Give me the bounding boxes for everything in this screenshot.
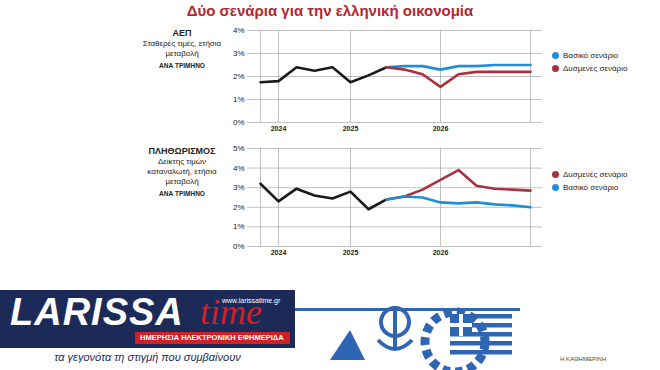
html-text:Δυσμενές σενάριο: Δυσμενές σενάριο [563, 170, 628, 179]
html-text:Η ΚΑΘΗΜΕΡΙΝΗ: Η ΚΑΘΗΜΕΡΙΝΗ [560, 356, 607, 362]
html-text:Σταθερές τιμές, ετήσια μεταβολ: Σταθερές τιμές, ετήσια μεταβολή [142, 39, 222, 58]
svg-text:2025: 2025 [343, 125, 359, 132]
svg-text:3%: 3% [233, 49, 245, 58]
html-text:www.larissatime.gr: www.larissatime.gr [222, 297, 281, 304]
html-text:Δύο σενάρια για την ελληνική ο: Δύο σενάρια για την ελληνική οικονομία [186, 2, 474, 19]
svg-text:2%: 2% [233, 72, 245, 81]
svg-text:1%: 1% [233, 95, 245, 104]
html-text:Βασικό σενάριο: Βασικό σενάριο [563, 183, 619, 192]
svg-text:5%: 5% [233, 144, 245, 153]
svg-text:2024: 2024 [271, 125, 287, 132]
html-text:ΑΕΠ: ΑΕΠ [172, 28, 192, 38]
svg-text:3%: 3% [233, 183, 245, 192]
svg-text:2025: 2025 [343, 249, 359, 256]
svg-text:0%: 0% [233, 242, 245, 251]
svg-text:2026: 2026 [433, 125, 449, 132]
html-text:ΠΛΗΘΩΡΙΣΜΟΣ: ΠΛΗΘΩΡΙΣΜΟΣ [148, 146, 216, 156]
html-text:ΑΝΑ ΤΡΙΜΗΝΟ: ΑΝΑ ΤΡΙΜΗΝΟ [159, 62, 205, 69]
html-text:Δυσμενές σενάριο: Δυσμενές σενάριο [563, 64, 628, 73]
svg-text:4%: 4% [233, 164, 245, 173]
svg-text:2%: 2% [233, 203, 245, 212]
svg-text:0%: 0% [233, 118, 245, 127]
html-text:Βασικό σενάριο: Βασικό σενάριο [563, 51, 619, 60]
svg-text:4%: 4% [233, 26, 245, 35]
html-text:τα γεγονότα τη στιγμή που συμβ: τα γεγονότα τη στιγμή που συμβαίνουν [54, 351, 241, 363]
svg-text:2026: 2026 [433, 249, 449, 256]
svg-text:1%: 1% [233, 222, 245, 231]
html-text:Δείκτης τιμών καταναλωτή, ετήσ: Δείκτης τιμών καταναλωτή, ετήσια μεταβολ… [147, 157, 217, 186]
html-text:ΗΜΕΡΗΣΙΑ ΗΛΕΚΤΡΟΝΙΚΗ ΕΦΗΜΕΡΙΔΑ: ΗΜΕΡΗΣΙΑ ΗΛΕΚΤΡΟΝΙΚΗ ΕΦΗΜΕΡΙΔΑ [140, 333, 284, 342]
html-text:ΑΝΑ ΤΡΙΜΗΝΟ: ΑΝΑ ΤΡΙΜΗΝΟ [159, 190, 205, 197]
html-text:time: time [200, 292, 262, 332]
html-text:LARISSA: LARISSA [10, 291, 184, 333]
svg-text:2024: 2024 [271, 249, 287, 256]
